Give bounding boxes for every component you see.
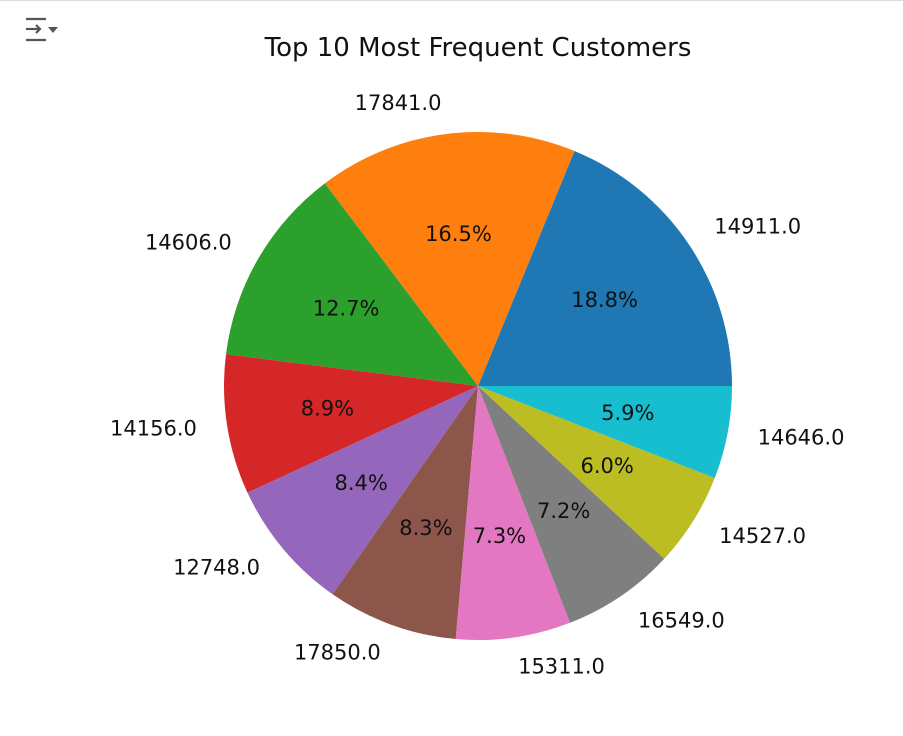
slice-label: 14911.0 xyxy=(714,215,801,239)
slice-label: 14606.0 xyxy=(145,231,232,255)
slice-label: 17850.0 xyxy=(294,640,381,664)
slice-label: 14156.0 xyxy=(110,417,197,441)
slice-percent-label: 6.0% xyxy=(581,454,634,478)
slice-percent-label: 5.9% xyxy=(601,401,654,425)
slice-percent-label: 7.3% xyxy=(473,524,526,548)
pie-slice-14646.0 xyxy=(478,386,732,479)
pie-slice-17850.0 xyxy=(332,386,478,640)
pie-labels: 14911.0 18.8% 17841.0 16.5% 14606.0 12.7% 1415… xyxy=(110,91,844,679)
pie-slice-14911.0 xyxy=(478,151,732,386)
pie-slices xyxy=(224,132,732,640)
slice-percent-label: 8.3% xyxy=(399,516,452,540)
filter-list-icon[interactable] xyxy=(22,14,64,48)
pie-slice-12748.0 xyxy=(247,386,478,595)
slice-percent-label: 16.5% xyxy=(425,222,492,246)
pie-slice-16549.0 xyxy=(478,386,665,623)
slice-percent-label: 8.4% xyxy=(335,471,388,495)
slice-label: 14527.0 xyxy=(719,524,806,548)
pie-slice-14527.0 xyxy=(478,386,715,559)
slice-percent-label: 8.9% xyxy=(301,396,354,420)
slice-label: 17841.0 xyxy=(355,91,442,115)
pie-slice-15311.0 xyxy=(455,386,571,640)
pie-slice-17841.0 xyxy=(324,132,575,386)
slice-label: 14646.0 xyxy=(758,425,845,449)
slice-label: 15311.0 xyxy=(518,655,605,679)
slice-percent-label: 12.7% xyxy=(313,297,380,321)
pie-slice-14156.0 xyxy=(224,354,478,493)
pie-slice-14606.0 xyxy=(226,183,478,386)
slice-percent-label: 7.2% xyxy=(537,499,590,523)
top-divider xyxy=(0,0,903,1)
chart-title: Top 10 Most Frequent Customers xyxy=(264,33,692,63)
slice-label: 16549.0 xyxy=(638,608,725,632)
slice-label: 12748.0 xyxy=(173,556,260,580)
slice-percent-label: 18.8% xyxy=(571,288,638,312)
